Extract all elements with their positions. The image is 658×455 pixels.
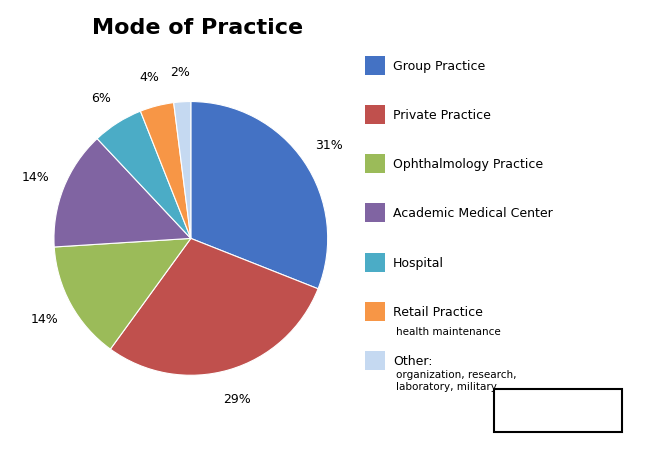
Text: 4%: 4% — [139, 71, 159, 84]
Text: health maintenance: health maintenance — [396, 326, 501, 336]
Text: 14%: 14% — [31, 313, 59, 326]
Text: 29%: 29% — [224, 392, 251, 405]
Text: Group Practice: Group Practice — [393, 60, 485, 72]
Text: organization, research,
laboratory, military: organization, research, laboratory, mili… — [396, 369, 517, 391]
Text: n = 811: n = 811 — [522, 402, 594, 420]
Wedge shape — [54, 239, 191, 349]
Wedge shape — [174, 102, 191, 239]
Text: Mode of Practice: Mode of Practice — [92, 18, 303, 38]
Wedge shape — [111, 239, 318, 375]
Text: Hospital: Hospital — [393, 256, 444, 269]
Text: 6%: 6% — [91, 92, 111, 105]
Wedge shape — [191, 102, 328, 289]
Text: Retail Practice: Retail Practice — [393, 305, 483, 318]
Text: Private Practice: Private Practice — [393, 109, 491, 121]
Wedge shape — [140, 103, 191, 239]
Text: 31%: 31% — [315, 139, 343, 152]
Text: 14%: 14% — [22, 171, 49, 184]
Text: Other:: Other: — [393, 354, 432, 367]
Text: 2%: 2% — [170, 66, 190, 79]
Text: Ophthalmology Practice: Ophthalmology Practice — [393, 158, 543, 171]
Text: Academic Medical Center: Academic Medical Center — [393, 207, 553, 220]
Wedge shape — [54, 139, 191, 248]
Wedge shape — [97, 112, 191, 239]
